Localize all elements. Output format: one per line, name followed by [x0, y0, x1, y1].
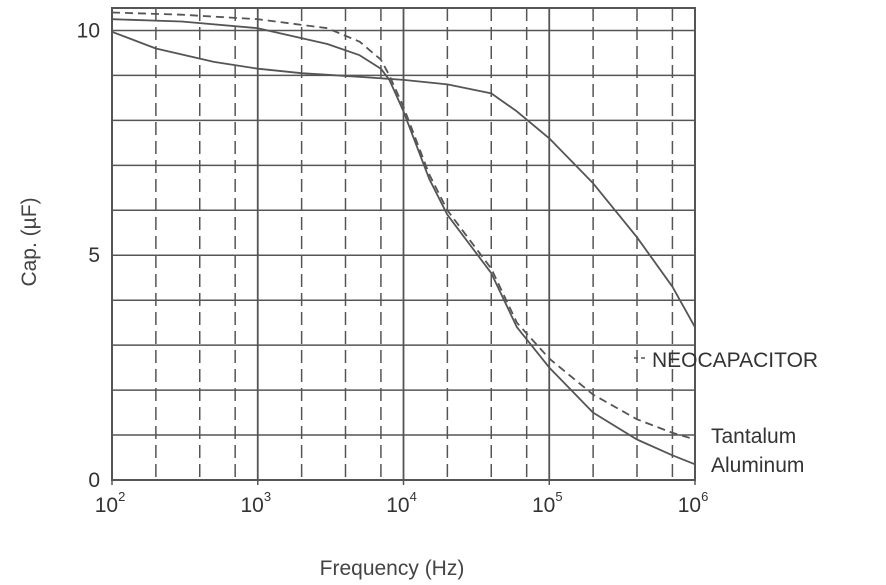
x-tick-label: 105	[532, 489, 563, 517]
x-axis-ticks: 102 103 104 105 106	[95, 480, 709, 517]
x-tick-exponent: 6	[701, 489, 708, 504]
x-tick-exponent: 4	[410, 489, 417, 504]
x-tick-label: 103	[240, 489, 271, 517]
y-tick-label: 5	[88, 244, 100, 267]
y-axis-ticks: 0 5 10	[77, 19, 100, 492]
series-label-neocapacitor: NEOCAPACITOR	[652, 349, 818, 372]
x-tick-exponent: 2	[118, 489, 125, 504]
x-axis-title: Frequency (Hz)	[320, 557, 465, 580]
grid	[112, 8, 695, 480]
series-line-tantalum	[111, 11, 696, 441]
y-axis-title: Cap. (µF)	[18, 197, 41, 286]
series-line-aluminum	[111, 18, 696, 466]
y-tick-label: 10	[77, 19, 100, 42]
x-tick-label: 104	[386, 489, 417, 517]
x-tick-exponent: 5	[555, 489, 562, 504]
series-labels: NEOCAPACITOR Tantalum Aluminum	[634, 349, 818, 477]
x-tick-label: 102	[95, 489, 126, 517]
series-lines	[111, 11, 696, 466]
series-line-neocapacitor	[111, 30, 696, 328]
y-tick-label: 0	[88, 469, 100, 492]
x-tick-exponent: 3	[264, 489, 271, 504]
series-label-tantalum: Tantalum	[711, 425, 796, 448]
series-label-aluminum: Aluminum	[711, 454, 804, 477]
x-tick-label: 106	[678, 489, 709, 517]
